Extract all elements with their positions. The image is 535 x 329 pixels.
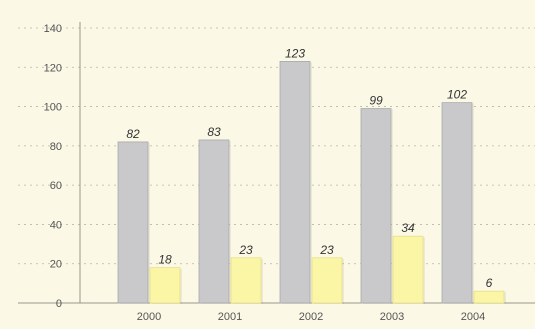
data-label: 23 [319, 243, 334, 257]
y-tick-label: 80 [50, 141, 62, 153]
data-label: 18 [158, 253, 172, 267]
bar-series1-2001 [198, 139, 230, 304]
y-tick-label: 140 [44, 23, 62, 35]
y-tick-label: 40 [50, 219, 62, 231]
data-label: 123 [285, 46, 305, 60]
x-category-label: 2002 [299, 311, 323, 323]
bar-series1-2004 [441, 102, 473, 304]
y-tick-label: 100 [44, 102, 62, 114]
x-category-label: 2001 [218, 311, 242, 323]
bar-series1-2000 [117, 141, 149, 304]
data-label: 23 [238, 243, 253, 257]
x-category-label: 2004 [461, 311, 485, 323]
bar-series2-2004 [473, 290, 505, 304]
data-label: 34 [401, 221, 415, 235]
y-tick-label: 0 [56, 298, 62, 310]
data-label: 83 [207, 125, 221, 139]
y-tick-label: 120 [44, 62, 62, 74]
x-category-label: 2000 [137, 311, 161, 323]
data-label: 82 [126, 127, 140, 141]
bar-series2-2000 [149, 267, 181, 304]
bar-series2-2002 [311, 257, 343, 304]
bar-series2-2003 [392, 235, 424, 304]
gridlines [18, 27, 535, 265]
x-category-label: 2003 [380, 311, 404, 323]
data-label: 102 [447, 88, 467, 102]
y-tick-label: 20 [50, 259, 62, 271]
data-label: 99 [369, 94, 383, 108]
bar-series1-2003 [360, 108, 392, 304]
bar-series2-2001 [230, 257, 262, 304]
bar-series1-2002 [279, 60, 311, 304]
y-tick-label: 60 [50, 180, 62, 192]
bars [117, 60, 506, 305]
data-label: 6 [486, 276, 493, 290]
labels: 0 20 40 60 80 100 120 140 82 83 123 99 102 18 23 23 34 6 2… [44, 23, 493, 323]
